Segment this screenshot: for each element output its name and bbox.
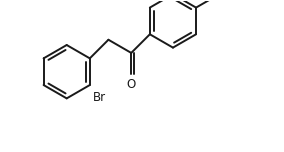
Text: Br: Br: [93, 91, 106, 104]
Text: O: O: [127, 78, 136, 91]
